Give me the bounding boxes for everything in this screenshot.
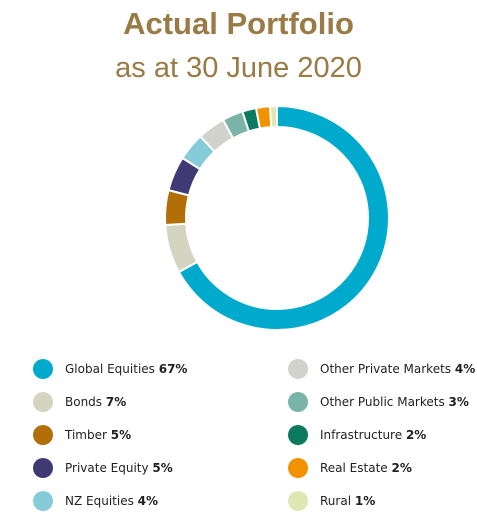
legend-value: 5% bbox=[110, 428, 132, 442]
legend-label-text: Private Equity bbox=[65, 461, 153, 475]
legend-swatch bbox=[288, 491, 308, 511]
legend-item-real-estate: Real Estate 2% bbox=[288, 457, 412, 479]
legend-swatch bbox=[288, 425, 308, 445]
legend-item-bonds: Bonds 7% bbox=[33, 391, 126, 413]
legend-swatch bbox=[33, 491, 53, 511]
legend-label: Timber 5% bbox=[65, 428, 131, 442]
legend-item-infrastructure: Infrastructure 2% bbox=[288, 424, 426, 446]
legend-value: 5% bbox=[152, 461, 173, 475]
legend-label-text: Bonds bbox=[65, 395, 106, 409]
legend-value: 4% bbox=[137, 494, 159, 508]
legend-label-text: Rural bbox=[320, 494, 355, 508]
legend-label-text: NZ Equities bbox=[65, 494, 138, 508]
legend-label: Other Private Markets 4% bbox=[320, 362, 475, 376]
legend-item-other-public-markets: Other Public Markets 3% bbox=[288, 391, 469, 413]
legend-value: 3% bbox=[448, 395, 469, 409]
legend-value: 1% bbox=[354, 494, 376, 508]
legend-label: Global Equities 67% bbox=[65, 362, 187, 376]
legend-label: Rural 1% bbox=[320, 494, 375, 508]
legend-label: Bonds 7% bbox=[65, 395, 126, 409]
legend-swatch bbox=[33, 392, 53, 412]
legend-label: NZ Equities 4% bbox=[65, 494, 158, 508]
legend-swatch bbox=[33, 425, 53, 445]
legend-swatch bbox=[33, 359, 53, 379]
donut-slice-rural bbox=[268, 104, 278, 129]
legend-label-text: Timber bbox=[65, 428, 111, 442]
legend-swatch bbox=[288, 392, 308, 412]
legend-swatch bbox=[288, 359, 308, 379]
donut-slice-bonds bbox=[164, 222, 199, 274]
legend-item-other-private-markets: Other Private Markets 4% bbox=[288, 358, 475, 380]
legend-value: 4% bbox=[454, 362, 476, 376]
legend-swatch bbox=[288, 458, 308, 478]
chart-title: Actual Portfolio bbox=[123, 6, 354, 41]
legend-label-text: Global Equities bbox=[65, 362, 159, 376]
legend-value: 67% bbox=[158, 362, 188, 376]
legend-value: 2% bbox=[405, 428, 427, 442]
donut-slice-real-estate bbox=[254, 105, 273, 130]
legend-label: Real Estate 2% bbox=[320, 461, 412, 475]
donut-slice-global-equities bbox=[177, 104, 390, 331]
legend-label-text: Other Public Markets bbox=[320, 395, 449, 409]
legend-label: Private Equity 5% bbox=[65, 461, 173, 475]
legend-item-timber: Timber 5% bbox=[33, 424, 131, 446]
legend-label: Infrastructure 2% bbox=[320, 428, 426, 442]
legend-item-private-equity: Private Equity 5% bbox=[33, 457, 173, 479]
donut-chart bbox=[164, 104, 390, 331]
legend-label-text: Real Estate bbox=[320, 461, 392, 475]
legend-label-text: Infrastructure bbox=[320, 428, 406, 442]
legend-value: 2% bbox=[391, 461, 412, 475]
legend-label: Other Public Markets 3% bbox=[320, 395, 469, 409]
legend-item-rural: Rural 1% bbox=[288, 490, 375, 512]
legend-label-text: Other Private Markets bbox=[320, 362, 455, 376]
legend-item-global-equities: Global Equities 67% bbox=[33, 358, 187, 380]
legend-swatch bbox=[33, 458, 53, 478]
legend-item-nz-equities: NZ Equities 4% bbox=[33, 490, 158, 512]
legend-value: 7% bbox=[105, 395, 127, 409]
chart-subtitle: as at 30 June 2020 bbox=[115, 52, 362, 84]
